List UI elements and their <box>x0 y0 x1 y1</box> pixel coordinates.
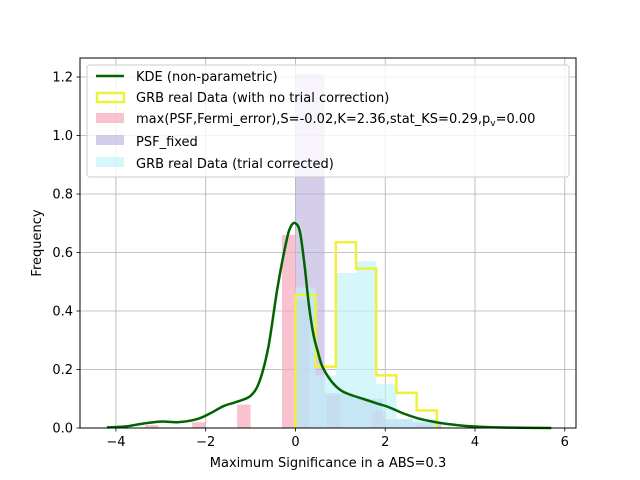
y-tick-label: 0.2 <box>52 363 73 378</box>
legend-psf-fixed-label: PSF_fixed <box>136 135 198 150</box>
legend: KDE (non-parametric) GRB real Data (with… <box>86 64 570 178</box>
grb_step-line <box>294 241 439 428</box>
legend-grb-trial-label: GRB real Data (trial corrected) <box>136 157 334 172</box>
x-tick-label: −4 <box>106 435 125 450</box>
step-histogram <box>294 241 439 428</box>
x-axis: −4 −2 0 2 4 6 <box>106 428 569 450</box>
x-tick-label: 6 <box>561 435 569 450</box>
legend-psf-fixed-swatch <box>96 135 124 145</box>
max_psf-bar <box>281 234 296 428</box>
y-tick-label: 0.0 <box>52 422 73 437</box>
legend-max-psf-main: max(PSF,Fermi_error),S=-0.02,K=2.36,stat… <box>136 112 490 127</box>
legend-grb-step-label: GRB real Data (with no trial correction) <box>136 91 389 106</box>
max_psf-bar <box>237 404 251 428</box>
kde-line <box>106 221 552 430</box>
y-tick-label: 1.0 <box>52 129 73 144</box>
kde-curve <box>106 221 552 430</box>
grb_trial-bar <box>295 287 316 428</box>
legend-max-psf-label: max(PSF,Fermi_error),S=-0.02,K=2.36,stat… <box>136 112 535 129</box>
max_psf-bar <box>192 422 206 428</box>
grb_trial-bar <box>356 261 377 428</box>
max_psf-bar <box>145 425 159 428</box>
x-tick-label: 2 <box>381 435 389 450</box>
y-tick-label: 0.8 <box>52 188 73 203</box>
legend-grb-trial-swatch <box>96 157 124 167</box>
legend-frame <box>86 64 570 178</box>
legend-max-psf-tail: =0.00 <box>496 112 536 127</box>
y-tick-label: 0.6 <box>52 246 73 261</box>
grb_trial-bar <box>315 375 336 428</box>
legend-max-psf-swatch <box>96 113 124 123</box>
y-axis: 0.0 0.2 0.4 0.6 0.8 1.0 1.2 <box>52 71 80 437</box>
y-tick-label: 1.2 <box>52 71 73 86</box>
y-tick-label: 0.4 <box>52 305 73 320</box>
grb_trial-bar <box>396 419 417 428</box>
x-tick-label: −2 <box>196 435 215 450</box>
x-tick-label: 0 <box>291 435 299 450</box>
x-axis-label: Maximum Significance in a ABS=0.3 <box>210 456 446 471</box>
legend-grb-step-swatch <box>95 91 126 104</box>
plot-frame <box>79 57 577 429</box>
legend-max-psf-sub: v <box>490 119 496 129</box>
grb_trial-bar <box>416 419 437 428</box>
grb_trial-bar <box>335 272 357 428</box>
x-tick-label: 4 <box>471 435 479 450</box>
y-axis-label: Frequency <box>30 209 45 276</box>
legend-kde-label: KDE (non-parametric) <box>136 70 278 85</box>
